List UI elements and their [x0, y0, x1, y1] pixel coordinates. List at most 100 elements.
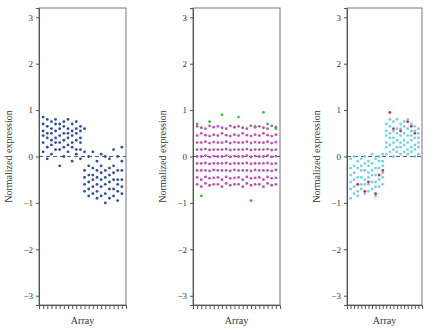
x-tick [268, 305, 269, 309]
point [266, 176, 269, 179]
x-tick [64, 305, 65, 309]
point [221, 132, 224, 135]
point [212, 176, 215, 179]
x-tick [383, 305, 384, 309]
x-tick [80, 305, 81, 309]
point [71, 146, 74, 149]
point [413, 143, 416, 146]
point [270, 124, 273, 127]
series [196, 111, 278, 197]
point [108, 174, 111, 177]
x-tick [276, 305, 277, 309]
point [374, 192, 377, 195]
point [120, 169, 123, 172]
point [254, 125, 257, 128]
y-tick-label: 3 [337, 13, 342, 23]
point [381, 183, 384, 186]
y-axis: −3−2−10123 [23, 9, 39, 306]
x-tick-mark [122, 305, 123, 309]
point [229, 124, 232, 127]
point [225, 127, 228, 130]
point [349, 197, 352, 200]
point [363, 169, 366, 172]
point [208, 142, 211, 145]
y-tick-mark [36, 296, 39, 297]
point [208, 135, 211, 138]
x-axis [40, 305, 127, 309]
point [270, 156, 273, 159]
point [371, 153, 374, 156]
point [233, 133, 236, 136]
point [403, 120, 406, 123]
point [378, 178, 381, 181]
point [378, 160, 381, 163]
panel: −3−2−10123ArrayNormalized expression [157, 8, 281, 326]
point [108, 167, 111, 170]
x-tick-mark [118, 305, 119, 309]
x-tick [354, 305, 355, 309]
y-tick-mark [190, 157, 193, 158]
point [254, 141, 257, 144]
x-tick [109, 305, 110, 309]
point [245, 127, 248, 130]
point [237, 162, 240, 165]
x-tick-mark [404, 305, 405, 309]
point [116, 183, 119, 186]
point [356, 167, 359, 170]
point [410, 130, 413, 133]
x-tick-mark [259, 305, 260, 309]
x-tick-mark [56, 305, 57, 309]
point [258, 162, 261, 165]
point [417, 146, 420, 149]
point [250, 163, 253, 166]
y-axis-line [344, 9, 348, 306]
point [108, 157, 111, 160]
point [233, 183, 236, 186]
point [216, 169, 219, 172]
point [225, 154, 228, 157]
point [396, 118, 399, 121]
point [262, 185, 265, 188]
x-tick-mark [60, 305, 61, 309]
point [208, 120, 211, 123]
point [216, 125, 219, 128]
point [270, 135, 273, 138]
point [385, 153, 388, 156]
point [349, 157, 352, 160]
point [262, 111, 265, 114]
x-tick [397, 305, 398, 309]
point [245, 134, 248, 137]
point [399, 141, 402, 144]
point [204, 134, 207, 137]
point [54, 130, 57, 133]
x-tick-mark [376, 305, 377, 309]
x-tick [368, 305, 369, 309]
x-tick-mark [109, 305, 110, 309]
point [221, 148, 224, 151]
series [356, 111, 416, 195]
point [353, 185, 356, 188]
point [399, 146, 402, 149]
point [274, 162, 277, 165]
point [96, 190, 99, 193]
x-tick-mark [272, 305, 273, 309]
point [349, 181, 352, 184]
point [54, 141, 57, 144]
point [388, 143, 391, 146]
x-tick [72, 305, 73, 309]
point [388, 118, 391, 121]
x-tick-mark [408, 305, 409, 309]
point [381, 169, 384, 172]
point [46, 118, 49, 121]
y-tick-mark [344, 64, 347, 65]
point [233, 155, 236, 158]
point [254, 169, 257, 172]
point [241, 185, 244, 188]
point [237, 134, 240, 137]
x-tick-mark [393, 305, 394, 309]
x-axis [348, 305, 423, 309]
x-tick-mark [251, 305, 252, 309]
point [216, 134, 219, 137]
point [42, 150, 45, 153]
point [417, 132, 420, 135]
